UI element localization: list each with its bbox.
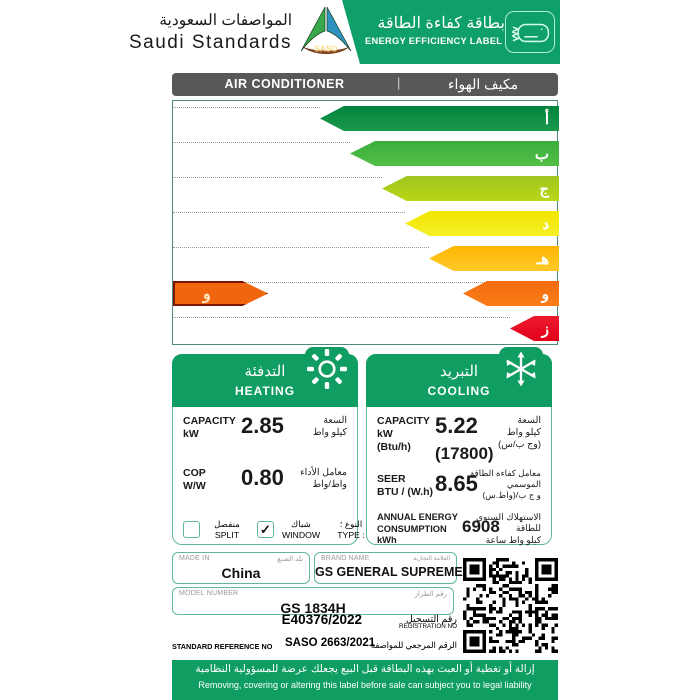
svg-text:SASO: SASO (315, 45, 338, 54)
